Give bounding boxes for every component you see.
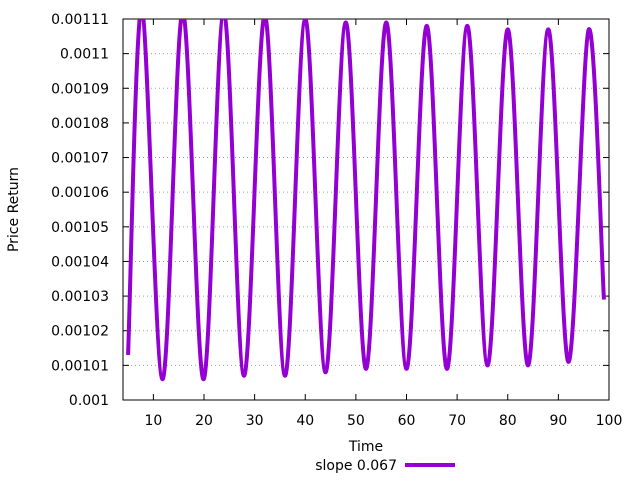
y-tick-label: 0.00101 — [51, 358, 109, 374]
x-tick-label: 100 — [596, 413, 623, 429]
series-layer — [126, 19, 606, 382]
x-tick-label: 80 — [499, 413, 517, 429]
y-tick-label: 0.00103 — [51, 289, 109, 305]
x-tick-label: 50 — [347, 413, 365, 429]
axis-tick-labels: 0.001 0.00101 0.00102 0.00103 0.00104 0.00105… — [51, 12, 622, 429]
series-line-slope — [126, 19, 606, 382]
x-tick-label: 90 — [549, 413, 567, 429]
x-axis-title: Time — [348, 439, 383, 455]
y-tick-label: 0.00109 — [51, 81, 109, 97]
legend-label: slope 0.067 — [315, 458, 397, 474]
y-tick-label: 0.0011 — [60, 47, 109, 63]
y-tick-label: 0.00111 — [51, 12, 109, 28]
y-axis-title: Price Return — [6, 167, 22, 252]
y-tick-label: 0.00105 — [51, 220, 109, 236]
plot-frame — [122, 18, 610, 401]
x-tick-label: 70 — [448, 413, 466, 429]
x-tick-label: 40 — [296, 413, 314, 429]
x-tick-label: 30 — [246, 413, 264, 429]
x-tick-label: 20 — [195, 413, 213, 429]
y-tick-label: 0.00107 — [51, 151, 109, 167]
y-tick-label: 0.00104 — [51, 254, 109, 270]
axis-ticks — [123, 18, 610, 401]
x-tick-label: 10 — [144, 413, 162, 429]
y-tick-label: 0.001 — [69, 393, 109, 409]
y-tick-label: 0.00108 — [51, 116, 109, 132]
y-tick-label: 0.00106 — [51, 185, 109, 201]
legend: slope 0.067 — [315, 458, 455, 474]
x-tick-label: 60 — [398, 413, 416, 429]
y-tick-label: 0.00102 — [51, 324, 109, 340]
